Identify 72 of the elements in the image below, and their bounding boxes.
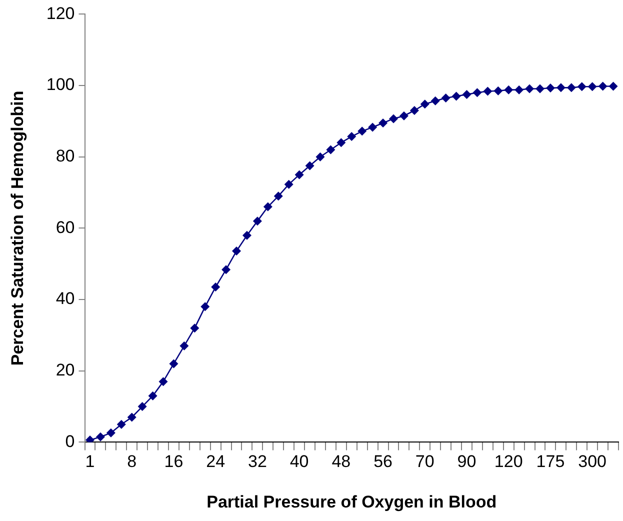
point xyxy=(252,216,262,226)
point xyxy=(368,122,378,132)
point xyxy=(190,324,200,333)
point xyxy=(483,86,492,96)
point xyxy=(577,82,586,92)
x-tick-label: 90 xyxy=(457,452,476,472)
point xyxy=(284,180,294,189)
x-tick-label: 70 xyxy=(415,452,434,472)
point xyxy=(138,402,147,412)
point xyxy=(514,85,524,94)
point xyxy=(388,114,398,124)
x-tick-label: 56 xyxy=(374,452,392,472)
y-tick-label: 0 xyxy=(65,432,75,451)
y-axis-title: Percent Saturation of Hemoglobin xyxy=(8,90,27,366)
point xyxy=(116,420,126,429)
point xyxy=(598,82,608,91)
point xyxy=(326,145,336,154)
y-tick-label: 40 xyxy=(56,289,75,308)
point xyxy=(410,106,419,115)
point xyxy=(504,85,514,94)
x-tick-label: 32 xyxy=(248,452,267,472)
point xyxy=(556,83,566,92)
x-tick-label: 48 xyxy=(332,452,351,472)
point xyxy=(274,192,283,201)
point xyxy=(420,100,430,109)
point xyxy=(566,83,576,92)
point xyxy=(441,94,450,103)
point xyxy=(608,82,618,91)
point xyxy=(96,432,105,442)
x-tick-label: 16 xyxy=(164,452,184,472)
point xyxy=(263,202,272,212)
point xyxy=(347,132,356,142)
point xyxy=(180,341,189,350)
point xyxy=(158,377,168,386)
point xyxy=(452,92,461,101)
x-tick-label: 40 xyxy=(290,452,309,472)
point xyxy=(211,282,220,292)
point xyxy=(430,96,440,106)
point xyxy=(305,161,314,170)
y-tick-label: 120 xyxy=(46,4,75,23)
point xyxy=(242,230,252,240)
y-tick-label: 20 xyxy=(56,360,75,380)
point xyxy=(525,84,534,94)
point xyxy=(294,170,304,180)
point xyxy=(462,90,472,99)
point xyxy=(336,138,346,148)
point xyxy=(106,428,116,438)
x-axis-title: Partial Pressure of Oxygen in Blood xyxy=(206,492,497,512)
point xyxy=(169,359,178,368)
point xyxy=(148,391,158,400)
x-tick-label: 8 xyxy=(127,452,137,472)
y-tick-label: 100 xyxy=(46,75,75,94)
x-tick-label: 175 xyxy=(536,452,565,472)
point xyxy=(546,84,555,93)
point xyxy=(232,246,242,256)
point xyxy=(472,88,482,98)
point xyxy=(588,82,597,92)
x-tick-label: 300 xyxy=(578,452,607,472)
point xyxy=(358,126,367,136)
point xyxy=(127,412,136,422)
point xyxy=(316,152,325,162)
point xyxy=(494,86,503,96)
x-tick-label: 120 xyxy=(494,452,523,472)
point xyxy=(399,111,408,120)
point xyxy=(200,302,210,312)
point xyxy=(222,265,231,274)
x-tick-label: 1 xyxy=(85,452,95,472)
x-tick-label: 24 xyxy=(206,452,226,472)
point xyxy=(536,84,545,94)
y-tick-label: 80 xyxy=(56,146,75,166)
point xyxy=(378,118,388,128)
y-tick-label: 60 xyxy=(56,218,75,237)
